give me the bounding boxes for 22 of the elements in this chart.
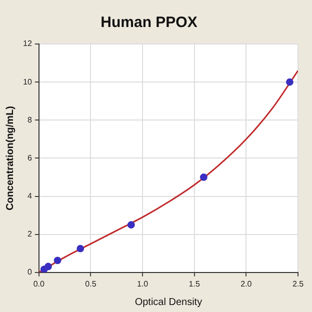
y-tick-label: 8	[27, 115, 32, 124]
x-tick-label: 2.0	[240, 279, 252, 288]
point	[127, 221, 135, 229]
chart-title: Human PPOX	[100, 14, 198, 32]
point	[54, 256, 62, 264]
x-tick-label: 0.0	[33, 279, 46, 288]
x-axis-title: Optical Density	[134, 296, 202, 308]
point	[200, 174, 208, 181]
x-tick-label: 1.5	[188, 279, 200, 288]
point	[286, 78, 294, 86]
point	[44, 262, 52, 270]
y-axis-title: Concentration(ng/mL)	[4, 106, 16, 210]
x-tick-label: 2.5	[292, 279, 304, 288]
point	[76, 244, 84, 252]
y-tick-label: 0	[27, 268, 32, 277]
y-tick-label: 12	[22, 39, 32, 48]
y-tick-label: 10	[22, 77, 32, 86]
x-tick-label: 0.5	[85, 279, 97, 288]
y-tick-label: 4	[27, 191, 32, 200]
x-tick-label: 1.0	[136, 279, 149, 288]
y-tick-label: 2	[27, 230, 32, 239]
y-tick-label: 6	[27, 153, 32, 162]
